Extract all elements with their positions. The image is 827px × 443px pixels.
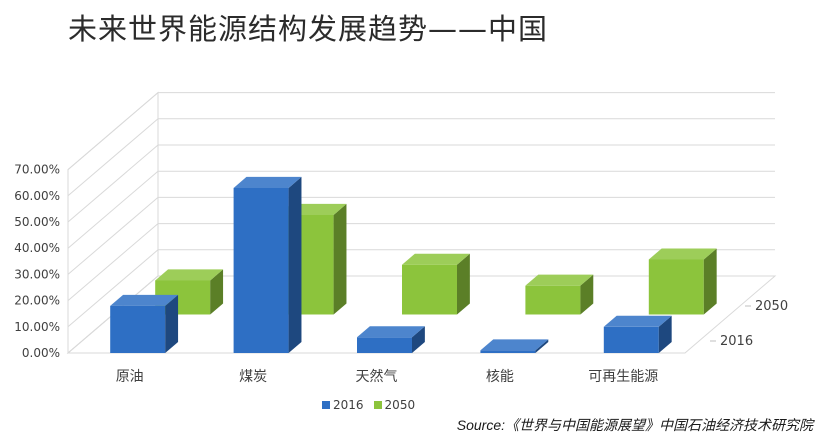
y-tick-label: 10.00% (14, 320, 60, 334)
y-tick-label: 60.00% (14, 189, 60, 203)
grid-line (67, 144, 775, 223)
bar-top (648, 248, 717, 260)
bar-top (480, 339, 549, 351)
bar-front (233, 187, 289, 353)
bar-side (580, 274, 594, 315)
bar-top (155, 269, 224, 281)
source-note: Source:《世界与中国能源展望》中国石油经济技术研究院 (456, 417, 813, 433)
grid-line (67, 196, 775, 275)
bar-side (333, 203, 347, 315)
y-tick-label: 30.00% (14, 267, 60, 281)
bar-front (480, 350, 536, 353)
legend-swatch-2016 (322, 401, 330, 409)
grid-line (67, 249, 775, 328)
bar-side (658, 315, 672, 353)
x-tick-label: 核能 (486, 369, 514, 385)
bar-side (535, 339, 549, 353)
y-axis: 0.00% 10.00% 20.00% 30.00% 40.00% 50.00% 60.00… (14, 163, 60, 360)
bar-front (648, 259, 704, 315)
bar-top (233, 176, 302, 188)
legend: 2016 2050 (322, 398, 419, 412)
bar-top (603, 315, 672, 327)
bar-top (525, 274, 594, 286)
bar-top (402, 253, 470, 265)
bar-side (412, 326, 425, 353)
bar-side (703, 248, 717, 315)
legend-swatch-2050 (373, 401, 382, 409)
bar-front (110, 305, 166, 353)
bar-2016-原油 (110, 294, 179, 353)
bar-front (402, 264, 457, 315)
x-axis: 原油 煤炭 天然气 核能 可再生能源 (116, 368, 659, 385)
x-tick-label: 煤炭 (239, 369, 267, 385)
bar-2016-煤炭 (233, 176, 302, 353)
bar-side (165, 294, 179, 353)
bar-side (210, 269, 224, 315)
bar-2050-天然气 (402, 253, 470, 315)
bar-2050-可再生能源 (648, 248, 717, 315)
grid-lines (67, 92, 775, 354)
legend-label-2016: 2016 (333, 398, 364, 412)
x-tick-label: 原油 (116, 369, 144, 385)
depth-label: 2016 (720, 334, 753, 349)
grid-line (67, 223, 775, 301)
y-tick-label: 40.00% (14, 241, 60, 255)
grid-line (67, 170, 775, 249)
y-tick-label: 70.00% (14, 163, 60, 177)
legend-entry-2016: 2016 (322, 398, 364, 412)
bar-front (525, 285, 581, 315)
legend-entry-2050: 2050 (373, 398, 416, 412)
y-tick-label: 50.00% (14, 215, 60, 229)
bar-front (603, 326, 659, 353)
bar-top (357, 326, 425, 338)
x-tick-label: 可再生能源 (588, 369, 658, 385)
y-tick-label: 0.00% (22, 346, 60, 360)
bar-2016-核能 (480, 339, 549, 353)
bar-top (110, 294, 179, 306)
bar-side (457, 253, 470, 315)
bars (110, 176, 717, 353)
bar-2050-核能 (525, 274, 594, 315)
bar-2016-可再生能源 (603, 315, 672, 353)
legend-label-2050: 2050 (384, 398, 416, 412)
depth-label: 2050 (755, 299, 788, 314)
x-tick-label: 天然气 (356, 368, 398, 385)
bar-2016-天然气 (357, 326, 425, 353)
bar-side (288, 176, 302, 353)
bar-front (357, 337, 412, 353)
grid-line (67, 92, 775, 170)
depth-axis: 2050 2016 (710, 299, 788, 349)
y-tick-label: 20.00% (14, 294, 60, 308)
chart-title: 未来世界能源结构发展趋势——中国 (68, 12, 549, 46)
grid-line (67, 118, 775, 197)
